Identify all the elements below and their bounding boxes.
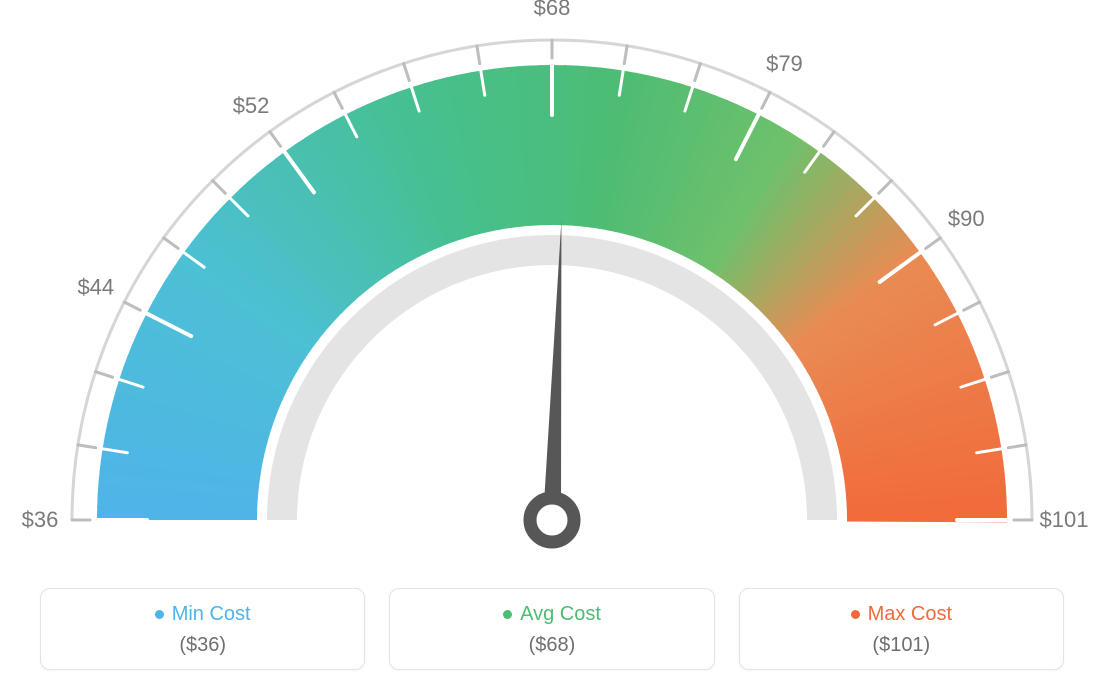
- legend-max-cost: Max Cost ($101): [739, 588, 1064, 670]
- svg-text:$52: $52: [233, 93, 270, 118]
- svg-text:$90: $90: [948, 206, 985, 231]
- cost-gauge: $36 $44 $52 $68 $79 $90 $101: [0, 0, 1104, 560]
- dot-icon: [503, 610, 512, 619]
- svg-text:$68: $68: [534, 0, 571, 20]
- legend-label: Min Cost: [172, 603, 251, 626]
- legend-value: ($36): [51, 634, 354, 657]
- svg-text:$44: $44: [77, 275, 114, 300]
- gauge-svg: $36 $44 $52 $68 $79 $90 $101: [0, 0, 1104, 560]
- dot-icon: [155, 610, 164, 619]
- svg-text:$79: $79: [766, 51, 803, 76]
- dot-icon: [851, 610, 860, 619]
- legend-label: Max Cost: [868, 603, 952, 626]
- legend-min-cost: Min Cost ($36): [40, 588, 365, 670]
- svg-text:$101: $101: [1040, 507, 1089, 532]
- legend-label: Avg Cost: [520, 603, 601, 626]
- legend-avg-cost: Avg Cost ($68): [389, 588, 714, 670]
- svg-text:$36: $36: [22, 507, 59, 532]
- legend-row: Min Cost ($36) Avg Cost ($68) Max Cost (…: [40, 588, 1064, 670]
- legend-value: ($68): [400, 634, 703, 657]
- legend-value: ($101): [750, 634, 1053, 657]
